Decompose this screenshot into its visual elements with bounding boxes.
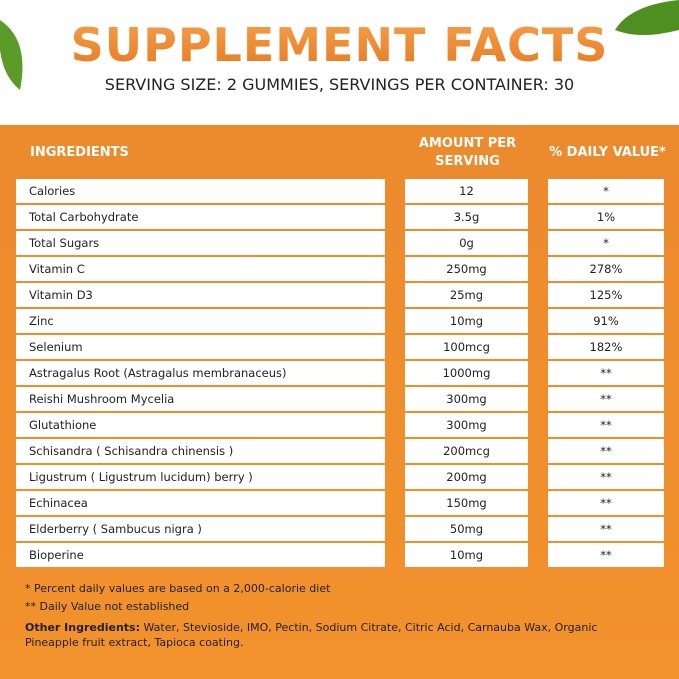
table-cell: ** [548,413,664,437]
table-cell: Total Sugars [16,231,385,255]
table-cell: 300mg [405,413,528,437]
table-cell: 50mg [405,517,528,541]
column-header: % DAILY VALUE* [549,145,666,160]
table-cell: ** [548,465,664,489]
table-cell: 25mg [405,283,528,307]
table-cell: Vitamin C [16,257,385,281]
table-cell: ** [548,491,664,515]
table-cell: ** [548,361,664,385]
column-header: INGREDIENTS [30,145,129,160]
table-cell: 1% [548,205,664,229]
footnote: * Percent daily values are based on a 2,… [25,582,331,595]
table-cell: Reishi Mushroom Mycelia [16,387,385,411]
table-cell: Selenium [16,335,385,359]
leaf [615,0,679,35]
table-cell: Zinc [16,309,385,333]
table-cell: 10mg [405,543,528,567]
table-cell: 250mg [405,257,528,281]
subtitle: SERVING SIZE: 2 GUMMIES, SERVINGS PER CO… [104,75,575,94]
table-cell: Ligustrum ( Ligustrum lucidum) berry ) [16,465,385,489]
footnote: ** Daily Value not established [25,600,190,613]
text: Water, Stevioside, IMO, Pectin, Sodium C… [25,621,598,649]
other-ingredients: Other Ingredients: Water, Stevioside, IM… [25,620,645,650]
table-cell: 300mg [405,387,528,411]
table-cell: 100mcg [405,335,528,359]
table-cell: 182% [548,335,664,359]
table-cell: ** [548,517,664,541]
column-header: AMOUNT PER SERVING [418,136,517,169]
table-cell: Astragalus Root (Astragalus membranaceus… [16,361,385,385]
table-cell: Vitamin D3 [16,283,385,307]
table-cell: 278% [548,257,664,281]
table-cell: Total Carbohydrate [16,205,385,229]
table-cell: 1000mg [405,361,528,385]
title: SUPPLEMENT FACTS [0,18,679,72]
table-cell: 0g [405,231,528,255]
table-cell: 200mcg [405,439,528,463]
table-cell: 91% [548,309,664,333]
table-cell: Glutathione [16,413,385,437]
leaf [0,20,23,90]
table-cell: Echinacea [16,491,385,515]
table-cell: 200mg [405,465,528,489]
table-cell: Bioperine [16,543,385,567]
table-cell: ** [548,387,664,411]
table-cell: ** [548,543,664,567]
table-cell: Calories [16,179,385,203]
table-cell: 10mg [405,309,528,333]
table-cell: ** [548,439,664,463]
table-cell: * [548,179,664,203]
table-cell: * [548,231,664,255]
table-cell: Elderberry ( Sambucus nigra ) [16,517,385,541]
label: Other Ingredients: [25,621,140,634]
table-cell: 3.5g [405,205,528,229]
table-cell: 125% [548,283,664,307]
table-cell: Schisandra ( Schisandra chinensis ) [16,439,385,463]
table-cell: 150mg [405,491,528,515]
table-cell: 12 [405,179,528,203]
